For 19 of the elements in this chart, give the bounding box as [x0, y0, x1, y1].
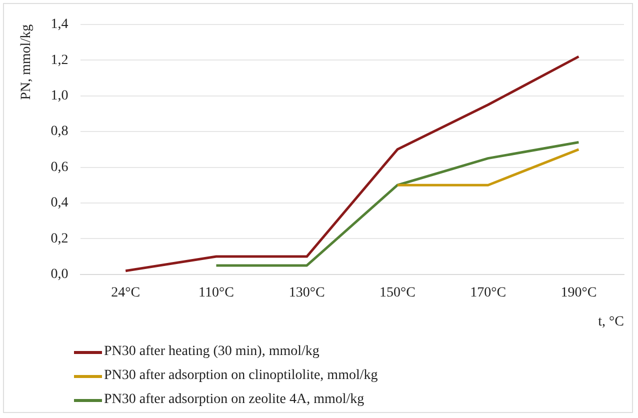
x-tick-label: 190°C	[560, 285, 597, 300]
x-tick-label: 170°C	[470, 285, 506, 300]
x-tick-label: 24°C	[111, 285, 140, 300]
x-axis-title: t, °C	[598, 314, 624, 330]
x-tick-label: 150°C	[379, 285, 416, 300]
y-tick-label: 0,0	[50, 267, 68, 282]
legend-label: PN30 after adsorption on zeolite 4A, mmol/kg	[104, 392, 364, 408]
x-tick-label: 110°C	[198, 285, 234, 300]
y-tick-label: 1,4	[50, 17, 68, 32]
y-axis-title: PN, mmol/kg	[19, 24, 34, 100]
x-tick-label: 130°C	[288, 285, 325, 300]
y-tick-label: 0,8	[50, 124, 68, 140]
y-tick-label: 0,2	[50, 231, 68, 246]
legend-label: PN30 after heating (30 min), mmol/kg	[104, 344, 320, 360]
y-tick-label: 0,6	[50, 160, 68, 175]
y-tick-label: 0,4	[50, 196, 68, 211]
y-tick-label: 1,2	[50, 52, 68, 68]
legend-label: PN30 after adsorption on clinoptilolite, mmol/kg	[104, 368, 378, 384]
y-tick-label: 1,0	[50, 88, 68, 104]
